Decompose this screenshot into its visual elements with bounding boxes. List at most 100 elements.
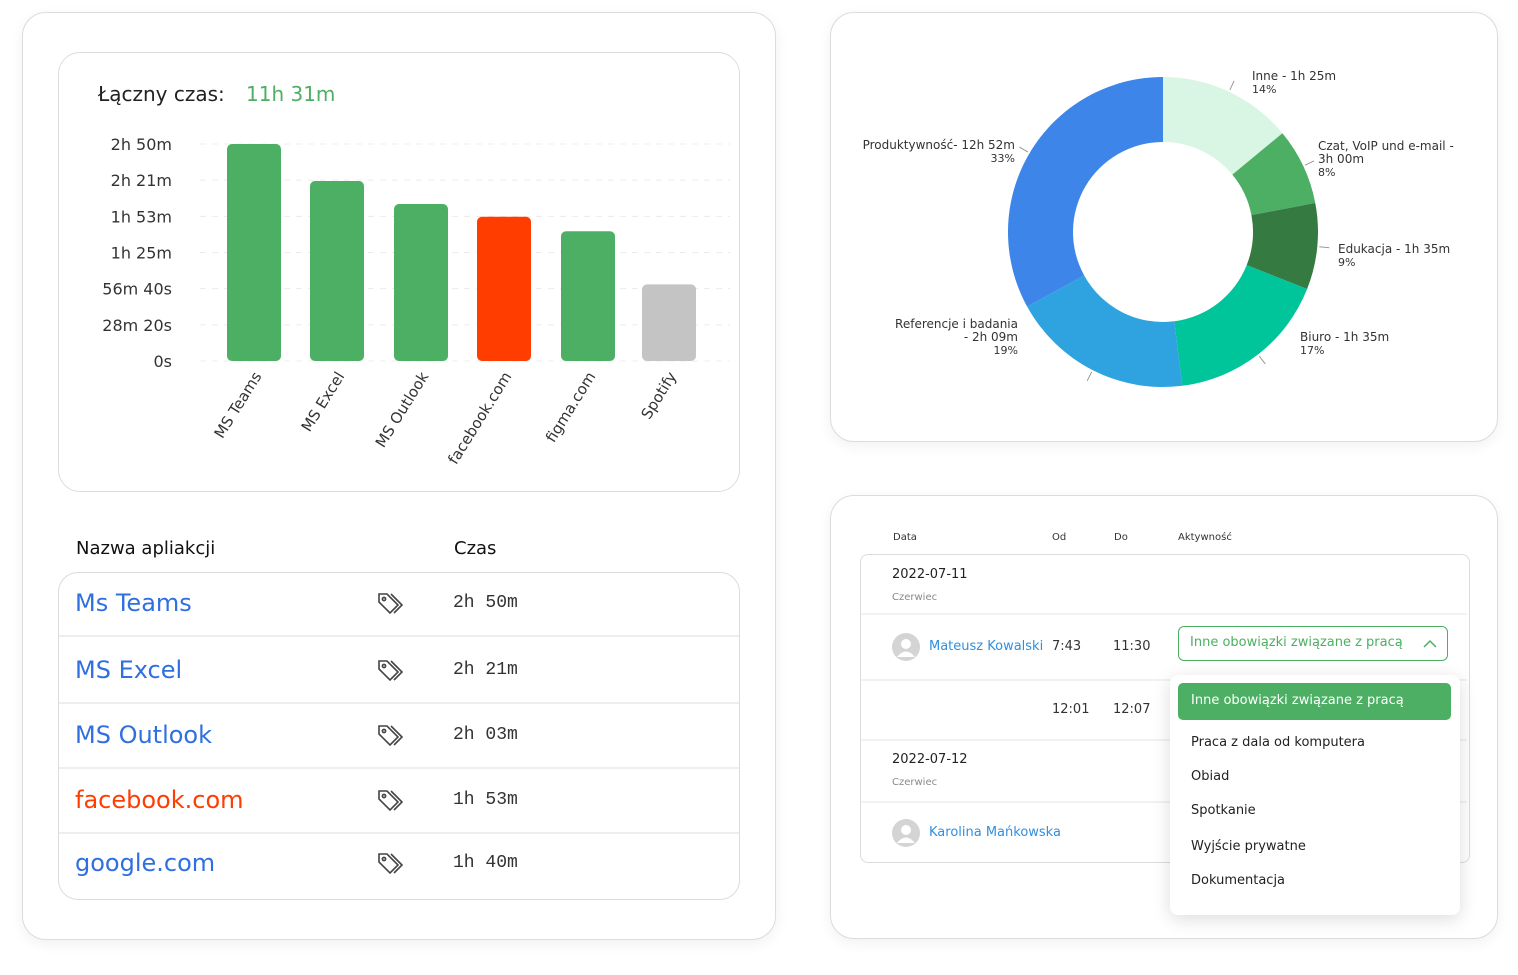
y-tick-label: 1h 53m <box>111 207 172 226</box>
tag-icon <box>378 853 404 875</box>
avatar-body <box>897 837 915 843</box>
group-date: 2022-07-11 <box>892 567 968 582</box>
y-tick-label: 56m 40s <box>102 280 172 299</box>
dropdown-menu: Inne obowiązki związane z pracą Praca z d… <box>1170 675 1460 915</box>
tag-shape <box>378 593 400 615</box>
tag-icon <box>378 593 404 615</box>
chart-title: Łączny czas: <box>97 82 225 106</box>
bar <box>477 216 531 361</box>
col-header: Do <box>1114 532 1128 543</box>
chart-subtitle: 11h 31m <box>246 82 335 106</box>
user-name[interactable]: Mateusz Kowalski <box>929 639 1044 654</box>
donut-slice <box>1008 77 1163 307</box>
donut-slice <box>1232 133 1316 216</box>
table-header: Nazwa apliakcji <box>76 538 216 559</box>
time-from: 12:01 <box>1052 702 1090 717</box>
slice-percent: 9% <box>1338 256 1356 269</box>
app-name[interactable]: MS Excel <box>75 656 183 684</box>
table-header: Czas <box>454 538 497 559</box>
app-time: 1h 40m <box>453 853 518 873</box>
app-name[interactable]: google.com <box>75 849 216 877</box>
option-text: Inne obowiązki związane z pracą <box>1191 693 1404 708</box>
group-month: Czerwiec <box>892 592 938 603</box>
app-time: 2h 50m <box>453 593 518 613</box>
y-tick-label: 2h 21m <box>111 171 172 190</box>
tag-shape <box>390 593 404 614</box>
x-tick-label: MS Teams <box>211 368 266 441</box>
donut-label: Referencje i badania - 2h 09m 19% <box>888 318 1018 358</box>
tag-hole <box>381 793 387 799</box>
slice-percent: 17% <box>1300 344 1325 357</box>
group-month: Czerwiec <box>892 777 938 788</box>
slice-percent: 8% <box>1318 166 1336 179</box>
donut-label: Edukacja - 1h 35m 9% <box>1338 242 1458 270</box>
leader-line <box>1229 80 1235 91</box>
dropdown-option[interactable]: Obiad <box>1191 769 1230 784</box>
tag-shape <box>378 660 400 682</box>
tag-shape <box>390 790 404 811</box>
tag-shape <box>378 725 400 747</box>
dropdown-option[interactable]: Spotkanie <box>1191 803 1256 818</box>
col-header: Od <box>1052 532 1067 543</box>
bar <box>642 284 696 361</box>
donut-slice <box>1163 77 1283 175</box>
leader-line <box>1319 246 1330 249</box>
time-to: 11:30 <box>1113 639 1151 654</box>
tag-shape <box>390 660 404 681</box>
app-name[interactable]: MS Outlook <box>75 721 213 749</box>
donut-label: Czat, VoIP und e-mail - 3h 00m 8% <box>1318 139 1468 180</box>
tag-icon <box>378 790 404 812</box>
dropdown-option[interactable]: Dokumentacja <box>1191 873 1286 888</box>
tag-hole <box>381 596 387 602</box>
tag-hole <box>381 856 387 862</box>
y-tick-label: 2h 50m <box>111 135 172 154</box>
slice-percent: 33% <box>990 152 1015 165</box>
slice-percent: 14% <box>1252 83 1277 96</box>
donut-slice <box>1027 275 1183 387</box>
app-time: 2h 03m <box>453 725 518 745</box>
donut-slice <box>1246 202 1318 290</box>
app-table <box>58 572 740 900</box>
tag-shape <box>390 725 404 746</box>
bar <box>561 231 615 361</box>
tag-hole <box>381 663 387 669</box>
app-time: 2h 21m <box>453 660 518 680</box>
slice-name: Edukacja - 1h 35m <box>1338 242 1451 256</box>
app-name[interactable]: Ms Teams <box>75 589 192 617</box>
app-name[interactable]: facebook.com <box>75 786 244 814</box>
time-to: 12:07 <box>1113 702 1151 717</box>
tag-hole <box>381 728 387 734</box>
leader-line <box>1304 160 1315 166</box>
donut-slice <box>1174 265 1308 386</box>
donut-label: Produktywność- 12h 52m 33% <box>855 139 1015 166</box>
x-tick-label: facebook.com <box>444 369 515 468</box>
bar <box>394 203 448 361</box>
dropdown-option[interactable]: Praca z dala od komputera <box>1191 735 1365 750</box>
avatar-head <box>901 825 911 835</box>
x-tick-label: MS Outlook <box>372 368 433 450</box>
bar <box>227 144 281 361</box>
donut-label: Inne - 1h 25m 14% <box>1252 69 1372 97</box>
x-tick-label: MS Excel <box>298 369 349 435</box>
dropdown-option[interactable]: Wyjście prywatne <box>1191 839 1306 854</box>
y-tick-label: 1h 25m <box>111 244 172 263</box>
leader-line <box>1019 146 1029 153</box>
slice-name: Inne - 1h 25m <box>1252 69 1337 83</box>
dropdown-option-selected[interactable]: Inne obowiązki związane z pracą <box>1178 683 1451 720</box>
x-tick-label: Spotify <box>637 368 680 422</box>
activity-value: Inne obowiązki związane z pracą <box>1190 635 1403 650</box>
slice-name: Czat, VoIP und e-mail - 3h 00m <box>1318 139 1454 166</box>
slice-name: Biuro - 1h 35m <box>1300 330 1390 344</box>
col-header: Data <box>893 532 917 543</box>
activity-select[interactable]: Inne obowiązki związane z pracą <box>1178 626 1448 661</box>
avatar-head <box>901 639 911 649</box>
leader-line <box>1086 371 1093 382</box>
y-tick-label: 28m 20s <box>102 316 172 335</box>
chevron <box>1423 639 1437 648</box>
bar <box>310 181 364 361</box>
tag-shape <box>378 853 400 875</box>
donut-label: Biuro - 1h 35m 17% <box>1300 330 1420 358</box>
user-name[interactable]: Karolina Mańkowska <box>929 825 1061 840</box>
